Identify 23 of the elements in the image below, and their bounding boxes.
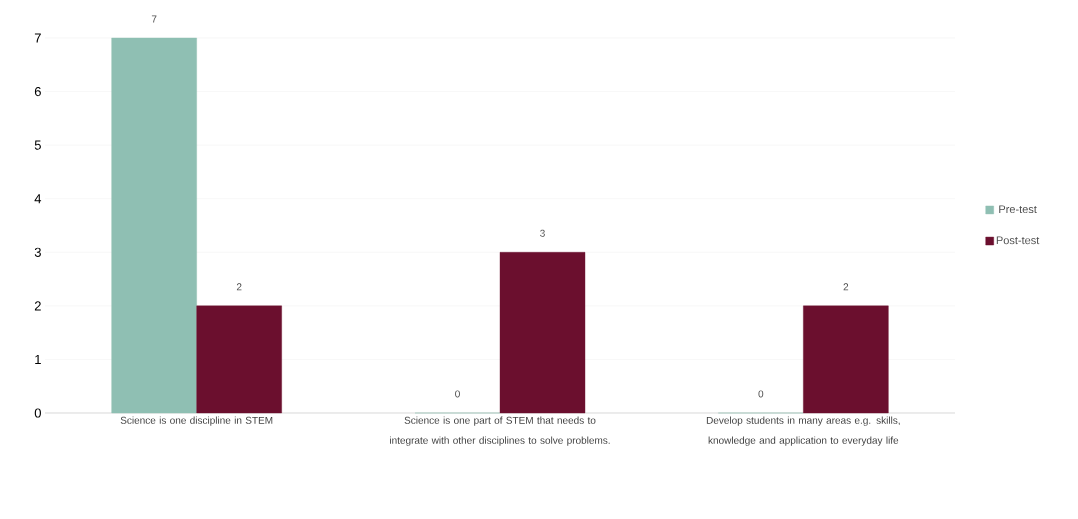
y-tick-label: 0 bbox=[34, 408, 41, 418]
y-tick-label: 7 bbox=[34, 33, 41, 43]
bar bbox=[499, 252, 586, 414]
bar bbox=[111, 37, 197, 414]
y-tick-label: 5 bbox=[34, 140, 41, 150]
data-label: 2 bbox=[236, 283, 242, 291]
y-tick-label: 3 bbox=[34, 247, 41, 257]
data-label: 0 bbox=[758, 390, 764, 398]
y-tick-label: 4 bbox=[34, 194, 42, 204]
x-tick-label: Science is one part of STEM that needs to integrate with other disciplines to solve problems. bbox=[390, 416, 610, 446]
x-tick-label: Develop students in many areas e.g. skills, knowledge and application to everyday life bbox=[706, 416, 900, 446]
legend-label: Pre-test bbox=[999, 205, 1037, 214]
x-tick-label: Science is one discipline in STEM bbox=[120, 416, 273, 426]
y-tick-label: 1 bbox=[35, 354, 41, 364]
data-label: 3 bbox=[540, 229, 545, 237]
bar bbox=[196, 305, 282, 414]
legend-label: Post-test bbox=[996, 236, 1040, 245]
data-label: 7 bbox=[151, 15, 157, 23]
y-tick-label: 6 bbox=[34, 86, 41, 97]
data-label: 0 bbox=[455, 390, 460, 398]
bar bbox=[803, 305, 889, 414]
y-tick-label: 2 bbox=[34, 301, 41, 311]
data-label: 2 bbox=[843, 283, 849, 291]
